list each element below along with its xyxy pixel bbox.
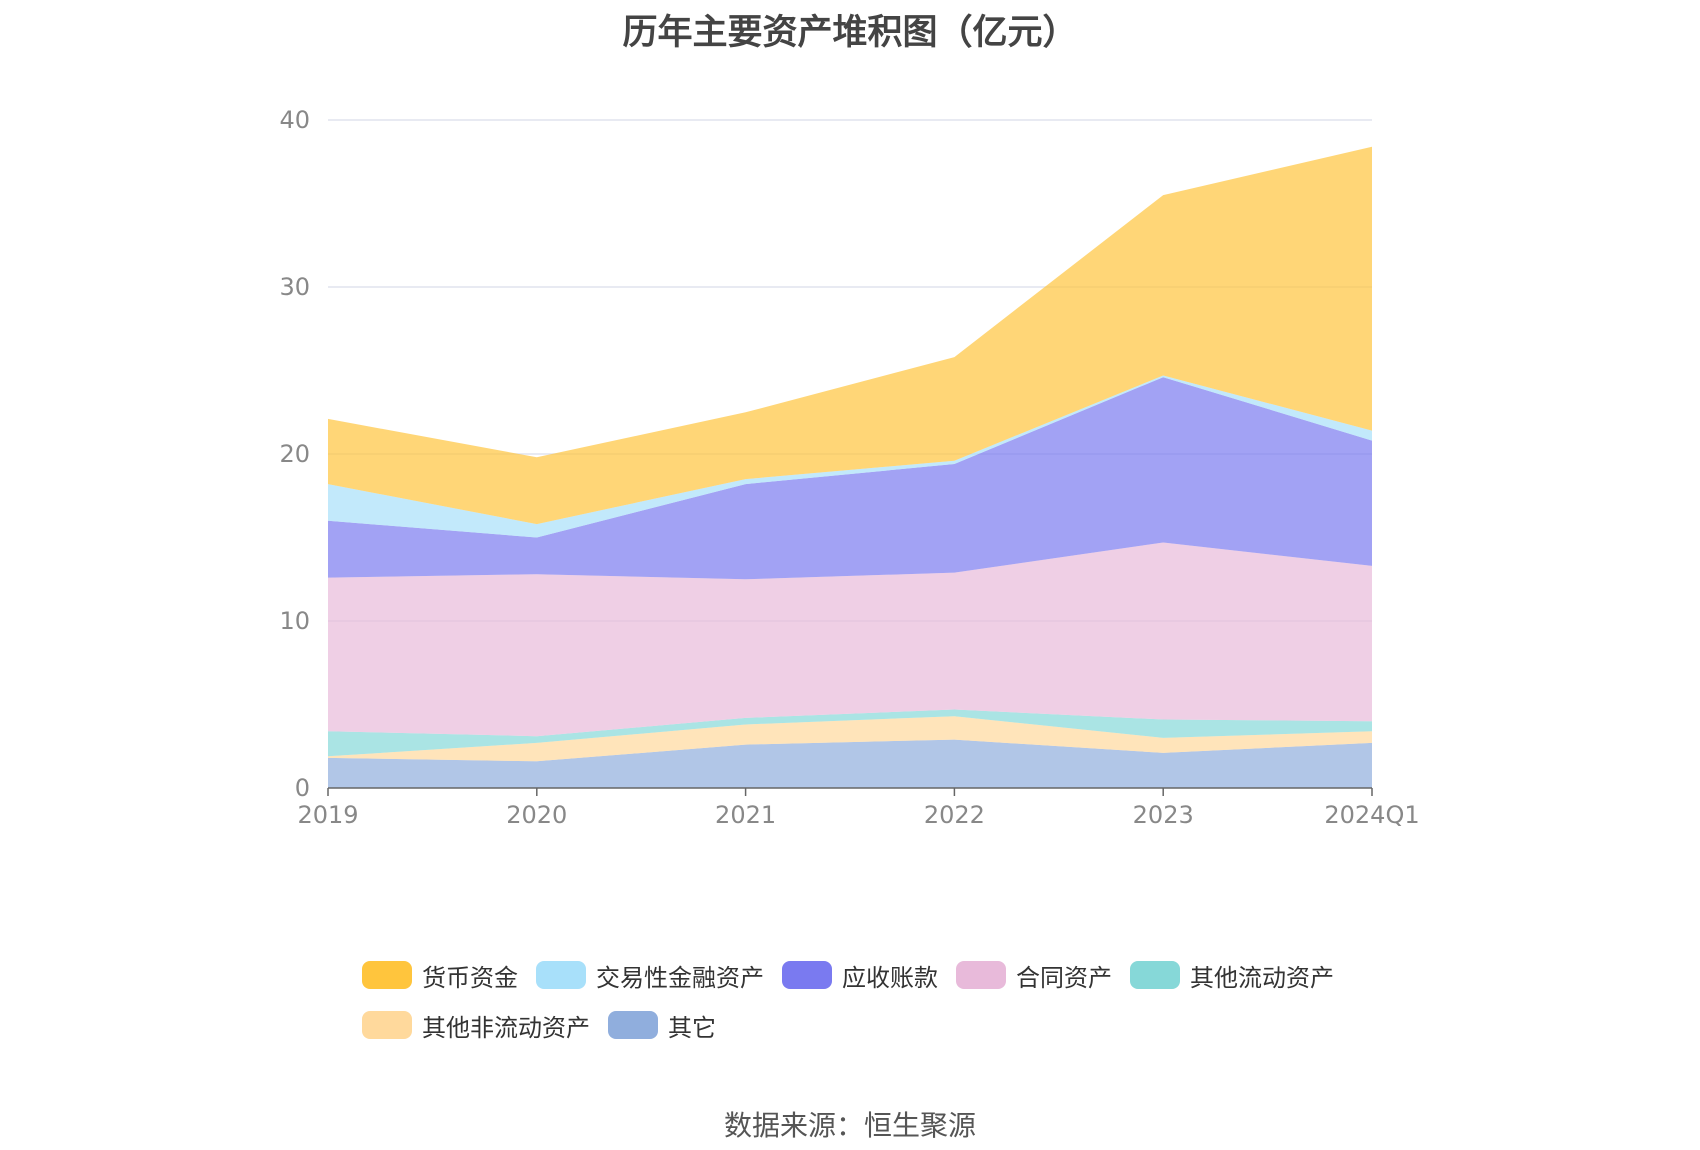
axes bbox=[327, 787, 1373, 796]
legend-swatch bbox=[608, 1011, 658, 1039]
area-其他非流动资产 bbox=[328, 716, 1372, 762]
legend-item[interactable]: 其他流动资产 bbox=[1130, 958, 1334, 993]
legend-row-1: 货币资金 交易性金融资产 应收账款 合同资产 其他流动资产 bbox=[362, 950, 1362, 1000]
legend-label: 货币资金 bbox=[422, 963, 518, 992]
legend-swatch bbox=[782, 961, 832, 989]
x-tick-label: 2024Q1 bbox=[1324, 801, 1419, 829]
area-货币资金 bbox=[328, 146, 1372, 525]
legend-label: 其它 bbox=[668, 1013, 716, 1042]
legend-item[interactable]: 其他非流动资产 bbox=[362, 1008, 590, 1043]
area-应收账款 bbox=[328, 377, 1372, 580]
y-tick-label: 20 bbox=[279, 440, 310, 468]
legend-item[interactable]: 应收账款 bbox=[782, 958, 938, 993]
legend-label: 交易性金融资产 bbox=[596, 963, 764, 992]
x-tick-label: 2022 bbox=[924, 801, 985, 829]
y-tick-label: 10 bbox=[279, 607, 310, 635]
legend-row-2: 其他非流动资产 其它 bbox=[362, 1000, 1362, 1050]
legend-swatch bbox=[362, 1011, 412, 1039]
x-tick-label: 2023 bbox=[1133, 801, 1194, 829]
area-series bbox=[328, 146, 1372, 788]
legend-item[interactable]: 货币资金 bbox=[362, 958, 518, 993]
legend-label: 其他非流动资产 bbox=[422, 1013, 590, 1042]
legend-label: 合同资产 bbox=[1016, 963, 1112, 992]
legend-swatch bbox=[956, 961, 1006, 989]
area-合同资产 bbox=[328, 542, 1372, 737]
legend: 货币资金 交易性金融资产 应收账款 合同资产 其他流动资产 其他非流动资产 其它 bbox=[362, 950, 1362, 1050]
chart-title: 历年主要资产堆积图（亿元） bbox=[622, 13, 1078, 53]
data-source-note: 数据来源：恒生聚源 bbox=[723, 1109, 976, 1142]
y-tick-label: 30 bbox=[279, 273, 310, 301]
legend-swatch bbox=[1130, 961, 1180, 989]
legend-label: 应收账款 bbox=[842, 963, 938, 992]
area-交易性金融资产 bbox=[328, 375, 1372, 538]
area-其他流动资产 bbox=[328, 709, 1372, 757]
y-tick-label: 0 bbox=[295, 774, 310, 802]
legend-swatch bbox=[536, 961, 586, 989]
legend-label: 其他流动资产 bbox=[1190, 963, 1334, 992]
x-tick-label: 2020 bbox=[506, 801, 567, 829]
x-tick-label: 2019 bbox=[297, 801, 358, 829]
area-其它 bbox=[328, 739, 1372, 788]
x-tick-label: 2021 bbox=[715, 801, 776, 829]
legend-item[interactable]: 其它 bbox=[608, 1008, 716, 1043]
x-tick-labels: 2019 2020 2021 2022 2023 2024Q1 bbox=[297, 801, 1419, 829]
legend-swatch bbox=[362, 961, 412, 989]
legend-item[interactable]: 合同资产 bbox=[956, 958, 1112, 993]
y-tick-label: 40 bbox=[279, 106, 310, 134]
legend-item[interactable]: 交易性金融资产 bbox=[536, 958, 764, 993]
stacked-area-chart: 0 10 20 30 40 2019 2020 2021 2022 2023 2024Q1 bbox=[279, 106, 1419, 829]
y-tick-labels: 0 10 20 30 40 bbox=[279, 106, 310, 802]
